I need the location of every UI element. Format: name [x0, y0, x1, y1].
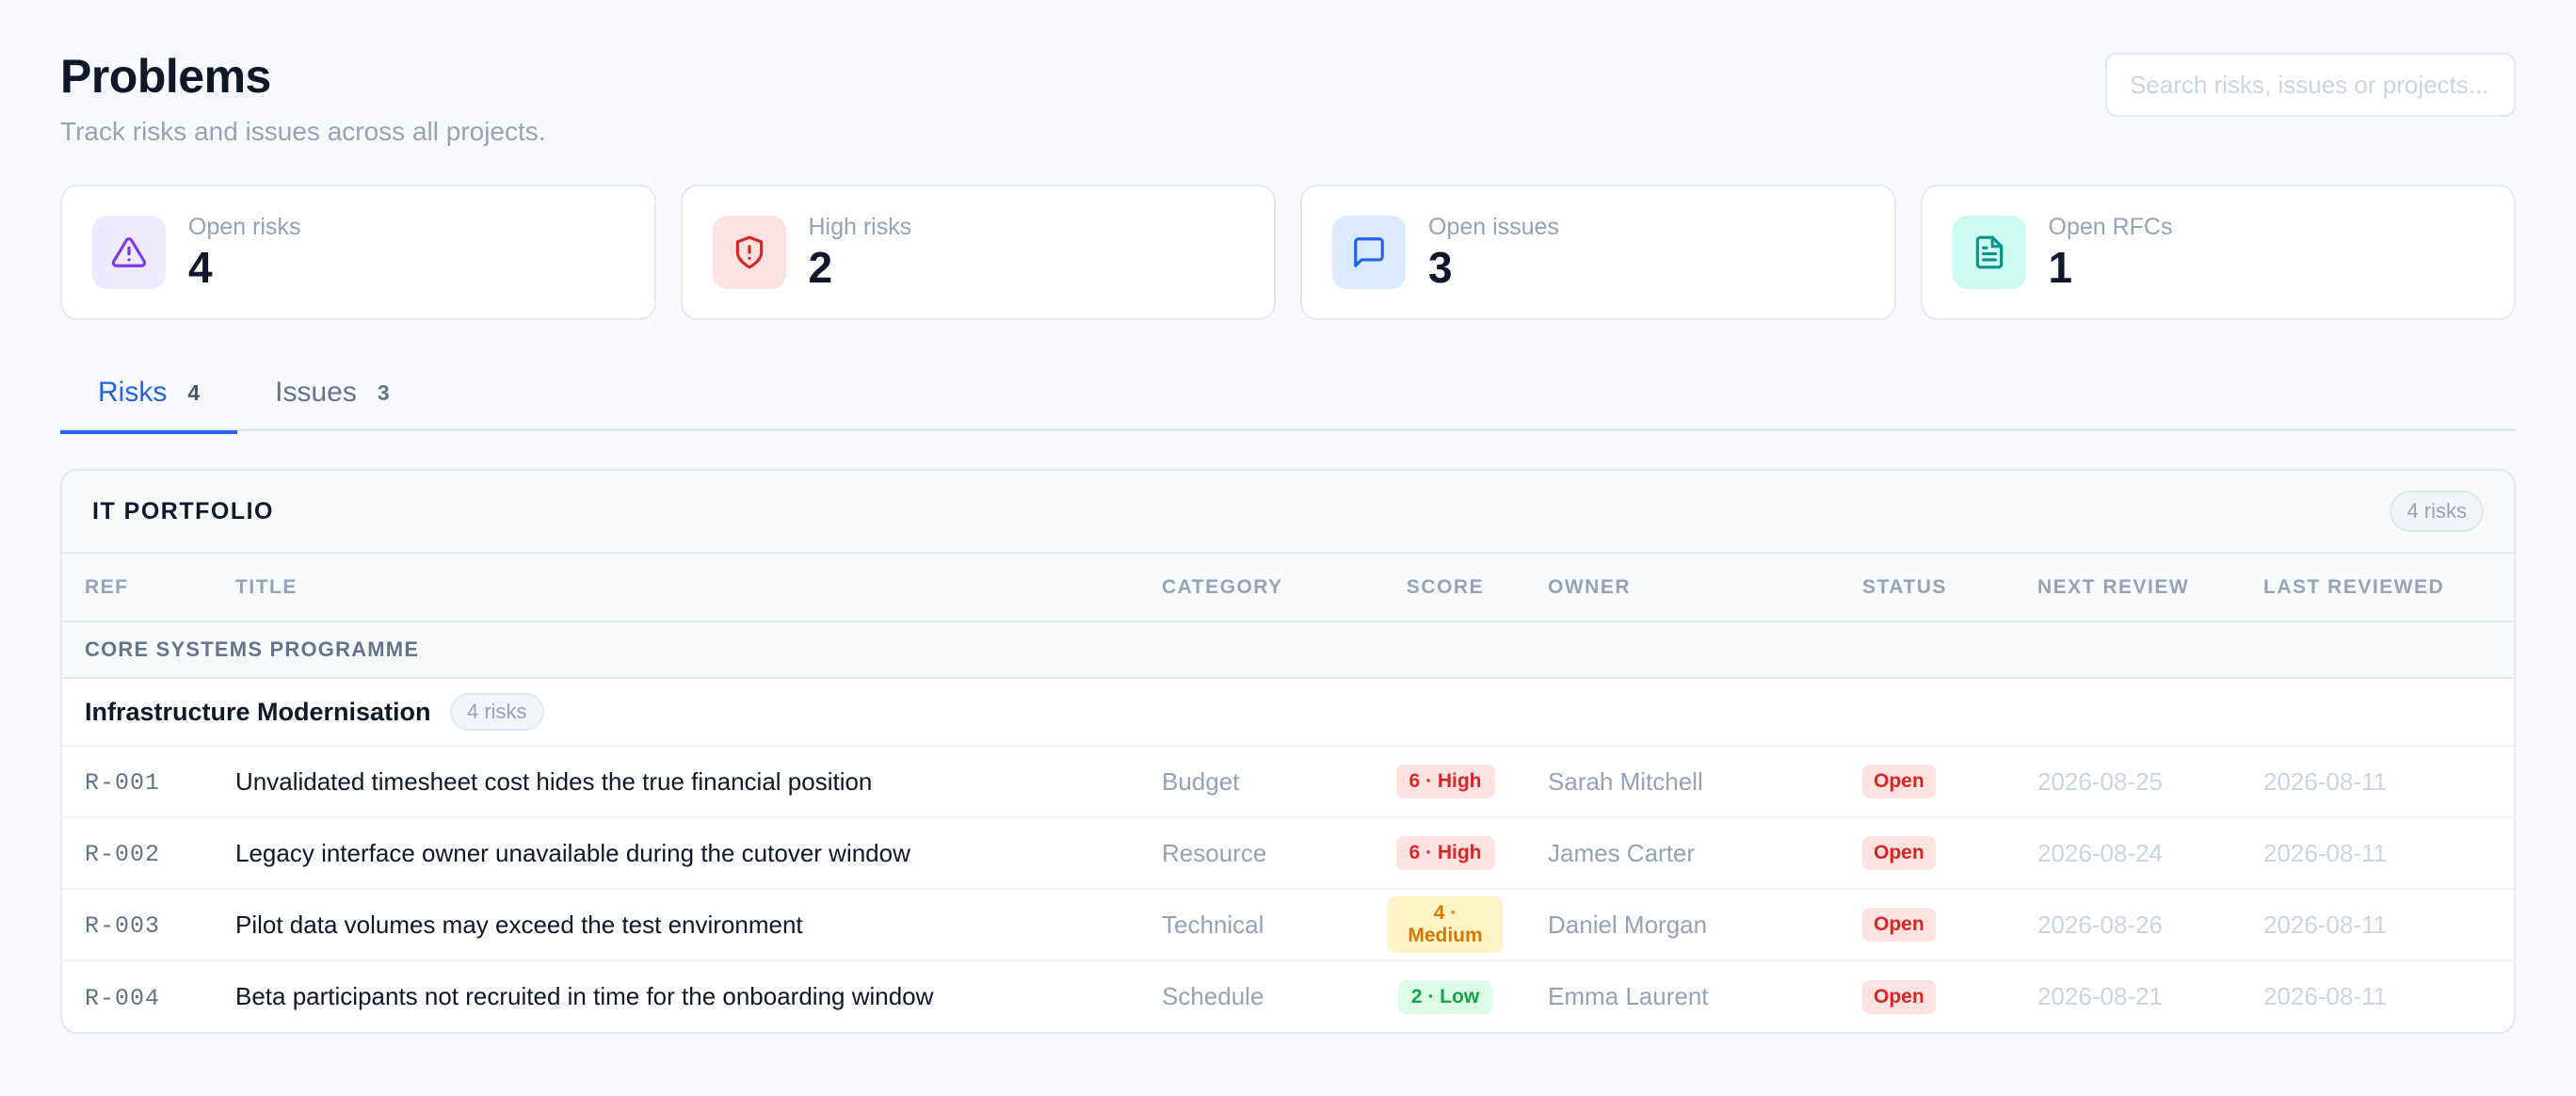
portfolio-header: IT PORTFOLIO 4 risks [62, 471, 2514, 554]
search-input[interactable] [2105, 53, 2516, 117]
risk-category: Schedule [1162, 982, 1264, 1010]
risk-owner: James Carter [1525, 817, 1840, 890]
column-header-owner[interactable]: OWNER [1525, 554, 1840, 622]
table-row[interactable]: R-002 Legacy interface owner unavailable … [62, 817, 2514, 890]
risk-title[interactable]: Legacy interface owner unavailable durin… [213, 817, 1139, 890]
table-row[interactable]: R-004 Beta participants not recruited in … [62, 960, 2514, 1032]
stat-value: 2 [808, 243, 833, 293]
risk-last-reviewed: 2026-08-11 [2263, 982, 2388, 1010]
stat-label: High risks [808, 214, 912, 241]
score-badge: 2 · Low [1397, 979, 1493, 1014]
risk-last-reviewed: 2026-08-11 [2241, 889, 2514, 961]
shield-alert-icon [712, 216, 786, 289]
portfolio-title: IT PORTFOLIO [92, 497, 274, 524]
tab-label: Issues [275, 377, 357, 408]
status-badge: Open [1862, 765, 1936, 798]
status-badge: Open [1862, 979, 1936, 1014]
stat-card-high-risks: High risks 2 [680, 185, 1276, 320]
column-header-next-review[interactable]: NEXT REVIEW [2015, 554, 2241, 622]
risk-last-reviewed: 2026-08-11 [2241, 817, 2514, 890]
tab-risks[interactable]: Risks 4 [60, 354, 238, 434]
stat-label: Open issues [1428, 214, 1559, 241]
page-header: Problems Track risks and issues across a… [60, 0, 2516, 185]
page-title: Problems [60, 50, 271, 103]
tab-count: 3 [377, 379, 390, 405]
project-count-badge: 4 risks [450, 693, 544, 731]
file-text-icon [1952, 216, 2026, 289]
tab-label: Risks [98, 377, 168, 408]
programme-name: CORE SYSTEMS PROGRAMME [62, 621, 2514, 679]
risk-category: Budget [1139, 746, 1365, 818]
stat-label: Open RFCs [2048, 214, 2173, 241]
risks-table: REF TITLE CATEGORY SCORE OWNER STATUS NE… [62, 554, 2514, 1032]
tab-issues[interactable]: Issues 3 [237, 354, 427, 431]
table-header-row: REF TITLE CATEGORY SCORE OWNER STATUS NE… [62, 554, 2514, 622]
stat-card-open-risks: Open risks 4 [60, 185, 656, 320]
status-badge: Open [1862, 836, 1936, 870]
stat-value: 3 [1428, 243, 1453, 293]
risk-ref: R-001 [85, 769, 161, 797]
stat-label: Open risks [188, 214, 301, 241]
project-name: Infrastructure Modernisation [85, 697, 431, 726]
status-badge: Open [1862, 908, 1936, 942]
score-badge: 6 · High [1395, 836, 1495, 870]
column-header-last-reviewed[interactable]: LAST REVIEWED [2241, 554, 2514, 622]
risk-ref: R-004 [85, 984, 161, 1012]
risk-category: Resource [1139, 817, 1365, 890]
risk-next-review: 2026-08-21 [2037, 982, 2163, 1010]
risk-next-review: 2026-08-24 [2015, 817, 2241, 890]
risk-category: Technical [1139, 889, 1365, 961]
column-header-score[interactable]: SCORE [1365, 554, 1525, 622]
score-badge: 6 · High [1395, 765, 1495, 798]
stat-value: 1 [2048, 243, 2073, 293]
stat-value: 4 [188, 243, 213, 293]
project-row[interactable]: Infrastructure Modernisation 4 risks [62, 678, 2514, 747]
portfolio-panel: IT PORTFOLIO 4 risks REF TITLE CATEGORY … [60, 469, 2516, 1034]
risk-ref: R-003 [85, 912, 161, 940]
tab-bar: Risks 4 Issues 3 [60, 354, 2516, 434]
column-header-category[interactable]: CATEGORY [1139, 554, 1365, 622]
stat-card-open-rfcs: Open RFCs 1 [1920, 185, 2516, 320]
stat-card-open-issues: Open issues 3 [1300, 185, 1896, 320]
page-subtitle: Track risks and issues across all projec… [60, 117, 546, 146]
programme-group-row: CORE SYSTEMS PROGRAMME [62, 621, 2514, 679]
table-row[interactable]: R-003 Pilot data volumes may exceed the t… [62, 889, 2514, 961]
risk-next-review: 2026-08-26 [2015, 889, 2241, 961]
column-header-status[interactable]: STATUS [1840, 554, 2015, 622]
risk-title[interactable]: Unvalidated timesheet cost hides the tru… [213, 746, 1139, 818]
risk-ref: R-002 [85, 841, 161, 868]
message-square-icon [1332, 216, 1406, 289]
risk-title[interactable]: Beta participants not recruited in time … [235, 982, 934, 1010]
risk-next-review: 2026-08-25 [2015, 746, 2241, 818]
risk-owner: Sarah Mitchell [1525, 746, 1840, 818]
risk-owner: Emma Laurent [1548, 982, 1709, 1010]
risk-title[interactable]: Pilot data volumes may exceed the test e… [213, 889, 1139, 961]
stats-row: Open risks 4 High risks 2 [60, 185, 2516, 320]
score-badge: 4 · Medium [1388, 896, 1503, 953]
tab-count: 4 [187, 379, 201, 405]
portfolio-count-badge: 4 risks [2390, 491, 2484, 532]
column-header-ref[interactable]: REF [62, 554, 213, 622]
risk-last-reviewed: 2026-08-11 [2241, 746, 2514, 818]
risk-owner: Daniel Morgan [1525, 889, 1840, 961]
column-header-title[interactable]: TITLE [213, 554, 1139, 622]
alert-triangle-icon [92, 216, 166, 289]
table-row[interactable]: R-001 Unvalidated timesheet cost hides th… [62, 746, 2514, 818]
